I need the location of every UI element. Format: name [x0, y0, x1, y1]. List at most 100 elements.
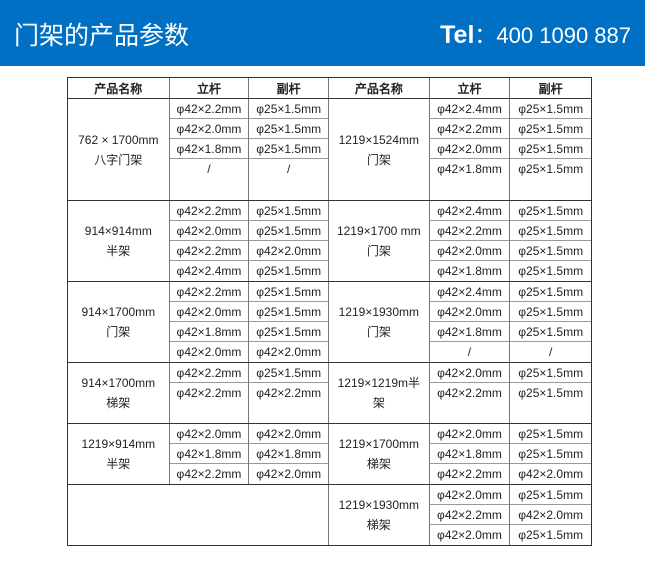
table-body: 762 × 1700mm 八字门架 φ42×2.2mm φ42×2.0mm φ42×1.… — [68, 99, 591, 545]
product-name-cell: 1219×1930mm 梯架 — [329, 485, 430, 545]
spec-value: φ42×2.0mm — [249, 424, 329, 444]
table-row-group: 762 × 1700mm 八字门架 φ42×2.2mm φ42×2.0mm φ42×1.… — [68, 99, 591, 201]
spec-value: φ25×1.5mm — [510, 282, 591, 302]
spec-value: / — [467, 345, 472, 359]
tel-colon: ： — [474, 23, 497, 48]
spec-value: φ25×1.5mm — [249, 201, 329, 221]
product-name-cell: 1219×1930mm 门架 — [329, 282, 430, 362]
product-name-cell: 1219×914mm 半架 — [68, 424, 170, 484]
spec-value: φ25×1.5mm — [518, 162, 584, 176]
upright-column: φ42×2.4mm φ42×2.2mm φ42×2.0mm φ42×1.8mm — [429, 201, 511, 281]
spec-value: φ42×1.8mm — [249, 444, 329, 464]
spec-value: φ25×1.5mm — [510, 424, 591, 444]
column-header: 立杆 — [430, 78, 511, 98]
column-header: 产品名称 — [68, 78, 170, 98]
upright-column: φ42×2.2mm φ42×2.2mm — [169, 363, 250, 423]
product-name-cell: 914×1700mm 梯架 — [68, 363, 170, 423]
spec-value: φ42×2.4mm — [429, 282, 510, 302]
product-name-line: 门架 — [106, 325, 131, 339]
spec-value: φ25×1.5mm — [510, 363, 591, 383]
product-name-cell: 762 × 1700mm 八字门架 — [68, 99, 170, 200]
spec-value: φ42×2.0mm — [249, 241, 329, 261]
spec-value: φ25×1.5mm — [249, 282, 329, 302]
product-name-line: 914×1700mm — [81, 305, 156, 319]
product-name-line: 门架 — [366, 325, 391, 339]
upright-column: φ42×2.0mm φ42×1.8mm φ42×2.2mm — [429, 424, 511, 484]
product-name-line: 半架 — [106, 457, 131, 471]
product-name-line: 半架 — [106, 244, 131, 258]
spec-value: φ42×2.4mm — [176, 264, 242, 278]
upright-column: φ42×2.4mm φ42×2.0mm φ42×1.8mm / — [429, 282, 511, 362]
upright-column: φ42×2.2mm φ42×2.0mm φ42×1.8mm / — [169, 99, 250, 200]
product-name-line: 1219×1700mm — [338, 437, 420, 451]
spec-value: φ25×1.5mm — [249, 302, 329, 322]
spec-value: φ42×2.2mm — [429, 221, 510, 241]
spec-value: φ42×2.0mm — [176, 345, 242, 359]
spec-value: φ42×2.2mm — [169, 201, 249, 221]
product-name-cell: 914×1700mm 门架 — [68, 282, 170, 362]
spec-value: φ42×2.2mm — [169, 363, 249, 383]
brace-column: φ25×1.5mm φ25×1.5mm φ25×1.5mm φ42×2.0mm — [249, 282, 330, 362]
product-name-line: 1219×1930mm — [338, 305, 420, 319]
spec-value: φ42×2.0mm — [429, 139, 510, 159]
table-row-group: 914×1700mm 门架 φ42×2.2mm φ42×2.0mm φ42×1.8mm φ… — [68, 282, 591, 363]
spec-value: φ25×1.5mm — [510, 322, 591, 342]
spec-value: φ42×2.0mm — [429, 424, 510, 444]
spec-value: φ25×1.5mm — [510, 302, 591, 322]
upright-column: φ42×2.2mm φ42×2.0mm φ42×2.2mm φ42×2.4mm — [169, 201, 250, 281]
spec-value: φ25×1.5mm — [510, 485, 591, 505]
product-name-line: 架 — [372, 396, 385, 410]
spec-value: φ25×1.5mm — [510, 201, 591, 221]
brace-column: φ42×2.0mm φ42×1.8mm φ42×2.0mm — [249, 424, 330, 484]
product-name-line: 1219×1524mm — [338, 132, 420, 147]
product-name-cell: 914×914mm 半架 — [68, 201, 170, 281]
spec-value: φ25×1.5mm — [249, 363, 329, 383]
spec-value: φ25×1.5mm — [249, 221, 329, 241]
spec-value: φ42×1.8mm — [437, 264, 502, 278]
spec-value: φ25×1.5mm — [510, 241, 591, 261]
spec-table: 产品名称 立杆 副杆 产品名称 立杆 副杆 762 × 1700mm 八字门架 φ4… — [67, 77, 592, 546]
brace-column: φ25×1.5mm φ42×2.2mm — [249, 363, 330, 423]
brace-column: φ25×1.5mm φ25×1.5mm φ25×1.5mm φ25×1.5mm — [510, 201, 591, 281]
column-header: 产品名称 — [329, 78, 430, 98]
header-banner: 门架的产品参数 Tel：400 1090 887 — [0, 0, 645, 66]
spec-value: φ25×1.5mm — [256, 264, 322, 278]
product-name-cell: 1219×1700 mm 门架 — [329, 201, 430, 281]
column-header: 副杆 — [538, 81, 563, 96]
brace-column: φ25×1.5mm φ25×1.5mm φ25×1.5mm φ25×1.5mm — [510, 99, 591, 200]
upright-column: φ42×2.2mm φ42×2.0mm φ42×1.8mm φ42×2.0mm — [169, 282, 250, 362]
product-name-line: 914×1700mm — [81, 376, 156, 390]
spec-value: φ25×1.5mm — [510, 444, 591, 464]
spec-value: φ42×2.0mm — [429, 363, 510, 383]
page-title: 门架的产品参数 — [14, 21, 190, 50]
tel-number: 400 1090 887 — [496, 23, 631, 48]
spec-value: φ42×1.8mm — [429, 322, 510, 342]
spec-value: φ42×2.2mm — [437, 386, 502, 400]
spec-value: φ42×2.4mm — [429, 201, 510, 221]
spec-value: φ25×1.5mm — [510, 139, 591, 159]
product-name-cell: 1219×1700mm 梯架 — [329, 424, 430, 484]
spec-value: φ42×1.8mm — [169, 444, 249, 464]
brace-column: φ25×1.5mm φ25×1.5mm φ25×1.5mm / — [249, 99, 330, 200]
product-name-line: 门架 — [366, 152, 391, 167]
spec-value: φ42×1.8mm — [437, 162, 502, 176]
spec-value: φ42×2.0mm — [429, 302, 510, 322]
table-row-group: 914×1700mm 梯架 φ42×2.2mm φ42×2.2mm φ25×1.5mm φ… — [68, 363, 591, 424]
spec-value: / — [548, 345, 553, 359]
product-name-line: 914×914mm — [84, 224, 152, 238]
spec-value: φ42×1.8mm — [429, 444, 510, 464]
upright-column: φ42×2.4mm φ42×2.2mm φ42×2.0mm φ42×1.8mm — [429, 99, 511, 200]
spec-value: φ42×2.2mm — [437, 467, 502, 481]
brace-column: φ25×1.5mm φ25×1.5mm — [510, 363, 591, 423]
spec-value: φ42×2.0mm — [429, 241, 510, 261]
spec-value: φ25×1.5mm — [510, 99, 591, 119]
brace-column: φ25×1.5mm φ42×2.0mm φ25×1.5mm — [510, 485, 591, 545]
spec-value: φ25×1.5mm — [249, 139, 329, 159]
table-row-group: 1219×1930mm 梯架 φ42×2.0mm φ42×2.2mm φ42×2.0mm… — [68, 485, 591, 545]
spec-value: φ42×2.2mm — [429, 505, 510, 525]
spec-value: / — [286, 162, 291, 176]
spec-value: φ42×1.8mm — [169, 322, 249, 342]
table-header: 产品名称 立杆 副杆 产品名称 立杆 副杆 — [68, 78, 591, 99]
table-row-group: 1219×914mm 半架 φ42×2.0mm φ42×1.8mm φ42×2.2mm φ… — [68, 424, 591, 485]
product-name-line: 梯架 — [366, 457, 391, 471]
